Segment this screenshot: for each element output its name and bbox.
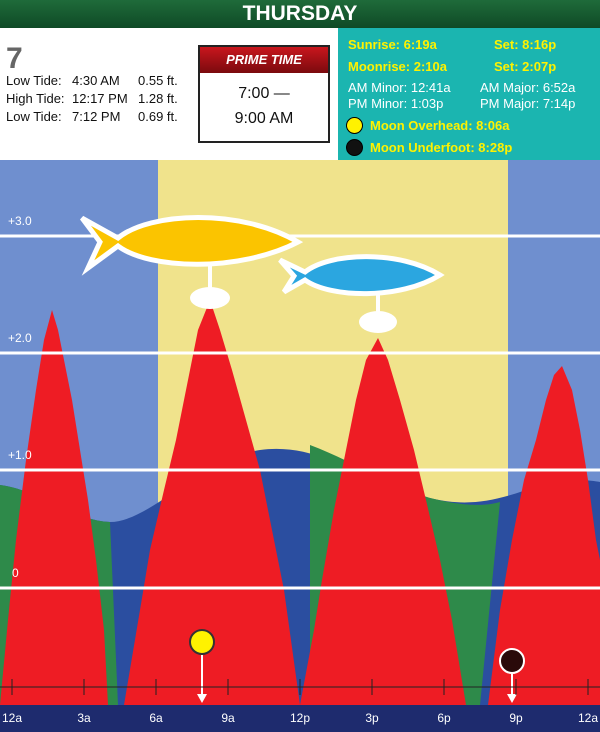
- prime-time-box: PRIME TIME 7:00 — 9:00 AM: [198, 45, 330, 143]
- x-label: 6a: [149, 711, 163, 725]
- x-label: 12a: [578, 711, 598, 725]
- tide-height: 0.69 ft.: [138, 109, 178, 124]
- pm-major: PM Major: 7:14p: [480, 96, 576, 111]
- x-label: 3a: [77, 711, 91, 725]
- y-label: +1.0: [8, 448, 32, 462]
- activity-chart: +3.0 +2.0 +1.0 0 12a 3a 6a 9a 12p 3p 6p 9p 12a: [0, 160, 600, 732]
- major-fish: [80, 215, 304, 309]
- y-label: +3.0: [8, 214, 32, 228]
- x-label: 12p: [290, 711, 310, 725]
- moon-overhead-icon: [346, 117, 363, 134]
- prime-time-title: PRIME TIME: [200, 47, 328, 73]
- y-label: +2.0: [8, 331, 32, 345]
- moonrise: Moonrise: 2:10a: [348, 59, 447, 74]
- moon-underfoot: Moon Underfoot: 8:28p: [370, 140, 513, 155]
- time-axis: [0, 705, 600, 732]
- tide-label: Low Tide:: [6, 73, 62, 88]
- am-minor: AM Minor: 12:41a: [348, 80, 451, 95]
- prime-time-start: 7:00 —: [238, 85, 290, 102]
- x-label: 6p: [437, 711, 451, 725]
- x-labels: 12a 3a 6a 9a 12p 3p 6p 9p 12a: [2, 679, 598, 725]
- x-label: 9p: [509, 711, 523, 725]
- day-header: THURSDAY: [0, 0, 600, 28]
- tide-time: 4:30 AM: [72, 73, 120, 88]
- pm-minor: PM Minor: 1:03p: [348, 96, 444, 111]
- tide-time: 7:12 PM: [72, 109, 121, 124]
- sun-moon-panel: Sunrise: 6:19a Set: 8:16p Moonrise: 2:10…: [338, 28, 600, 160]
- x-label: 3p: [365, 711, 379, 725]
- minor-fish: [278, 254, 445, 333]
- am-major: AM Major: 6:52a: [480, 80, 576, 95]
- sunrise: Sunrise: 6:19a: [348, 37, 437, 52]
- tide-panel: 7 Low Tide: 4:30 AM 0.55 ft. High Tide: …: [0, 28, 338, 160]
- moon-underfoot-icon: [346, 139, 363, 156]
- prime-time-end: 9:00 AM: [234, 110, 294, 127]
- moon-markers: [189, 629, 525, 703]
- x-label: 12a: [2, 711, 22, 725]
- tide-label: Low Tide:: [6, 109, 62, 124]
- day-number: 7: [6, 42, 23, 75]
- x-label: 9a: [221, 711, 235, 725]
- moon-overhead: Moon Overhead: 8:06a: [370, 118, 510, 133]
- y-label: 0: [12, 566, 19, 580]
- tide-height: 1.28 ft.: [138, 91, 178, 106]
- tide-time: 12:17 PM: [72, 91, 128, 106]
- sunset: Set: 8:16p: [494, 37, 557, 52]
- tide-height: 0.55 ft.: [138, 73, 178, 88]
- tide-label: High Tide:: [6, 91, 65, 106]
- activity-peaks: [0, 300, 600, 705]
- moonset: Set: 2:07p: [494, 59, 557, 74]
